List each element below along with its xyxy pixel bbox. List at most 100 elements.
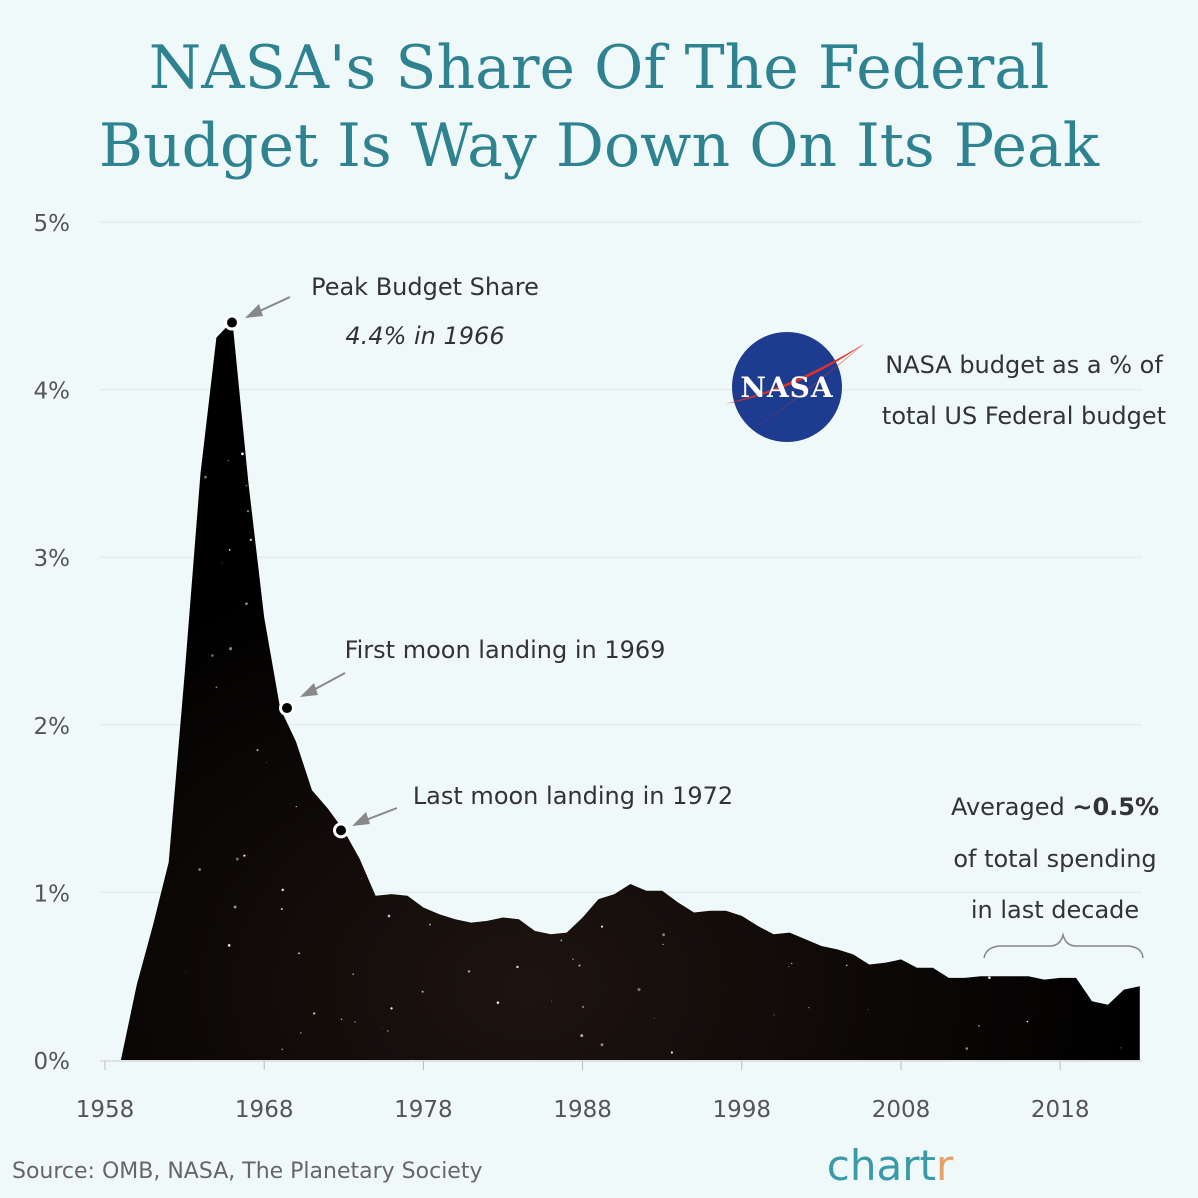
y-tick-label: 3% xyxy=(34,546,71,572)
star xyxy=(866,683,868,685)
star xyxy=(183,400,185,402)
star xyxy=(354,721,357,724)
star xyxy=(673,563,675,565)
star xyxy=(134,735,137,739)
star xyxy=(565,694,567,696)
star xyxy=(382,1027,383,1029)
star xyxy=(295,805,297,808)
star xyxy=(235,857,239,861)
star xyxy=(1050,876,1052,878)
star xyxy=(516,965,519,969)
star xyxy=(561,598,564,601)
star xyxy=(965,1047,969,1050)
star xyxy=(467,970,471,973)
star xyxy=(157,579,159,582)
star xyxy=(751,507,754,510)
star xyxy=(681,337,683,339)
star xyxy=(1114,380,1118,383)
legend-text-line-1: NASA budget as a % of xyxy=(885,351,1163,379)
star xyxy=(621,838,624,842)
star xyxy=(198,868,201,871)
star xyxy=(906,863,910,867)
star xyxy=(1029,663,1031,665)
x-tick-label: 1958 xyxy=(76,1097,135,1123)
star xyxy=(1110,776,1113,778)
star xyxy=(1092,879,1094,880)
star xyxy=(507,504,510,506)
star xyxy=(653,631,655,633)
arrow-head-icon xyxy=(352,812,370,826)
star xyxy=(129,573,132,576)
star xyxy=(227,944,231,947)
star xyxy=(124,571,126,573)
star xyxy=(386,1029,389,1032)
star xyxy=(339,737,342,740)
arrow-head-icon xyxy=(245,304,263,318)
star xyxy=(692,454,696,457)
star xyxy=(773,1014,775,1016)
star xyxy=(967,451,970,453)
star xyxy=(831,885,834,887)
star xyxy=(496,1001,500,1004)
star xyxy=(758,494,762,497)
star xyxy=(785,325,786,327)
star xyxy=(612,622,615,625)
star xyxy=(551,1000,553,1002)
star xyxy=(608,504,611,507)
star xyxy=(653,1017,655,1019)
star xyxy=(605,326,607,328)
star xyxy=(800,321,802,323)
annotation-sublabel: 4.4% in 1966 xyxy=(345,322,504,350)
star xyxy=(1102,700,1104,702)
decade-brace xyxy=(983,932,1144,959)
star xyxy=(1001,740,1003,743)
star xyxy=(680,700,683,703)
star xyxy=(580,1034,584,1038)
star xyxy=(702,874,705,878)
star xyxy=(988,342,990,344)
star xyxy=(177,439,179,440)
x-tick-label: 1968 xyxy=(235,1097,294,1123)
x-tick-label: 1978 xyxy=(394,1097,453,1123)
star xyxy=(927,337,930,340)
star xyxy=(549,837,553,840)
star xyxy=(229,647,233,651)
star xyxy=(1118,451,1120,452)
star xyxy=(277,320,281,324)
star xyxy=(249,538,252,541)
y-tick-label: 2% xyxy=(34,714,71,740)
star xyxy=(479,504,481,507)
star xyxy=(108,1043,110,1045)
star xyxy=(1111,980,1113,982)
star xyxy=(109,746,112,749)
star xyxy=(153,623,156,627)
average-note-line-3: in last decade xyxy=(971,896,1139,924)
star xyxy=(730,615,734,619)
star xyxy=(129,433,132,436)
star xyxy=(968,764,970,765)
star xyxy=(1125,661,1126,663)
star xyxy=(951,773,954,776)
star xyxy=(171,582,173,584)
annotation-label: First moon landing in 1969 xyxy=(345,636,666,664)
star xyxy=(782,608,785,611)
star xyxy=(601,626,603,628)
star xyxy=(245,602,248,606)
star xyxy=(1065,617,1069,621)
star xyxy=(428,923,431,926)
star xyxy=(327,610,330,613)
star xyxy=(537,720,540,722)
star xyxy=(723,842,726,846)
star xyxy=(354,1021,356,1023)
star xyxy=(340,1018,343,1020)
star xyxy=(618,357,620,360)
star xyxy=(956,498,960,502)
star xyxy=(1047,464,1051,468)
star xyxy=(204,475,207,479)
star xyxy=(525,484,527,486)
star xyxy=(300,1032,302,1034)
star xyxy=(119,501,120,502)
x-tick-label: 2018 xyxy=(1031,1097,1090,1123)
star xyxy=(281,1048,284,1051)
